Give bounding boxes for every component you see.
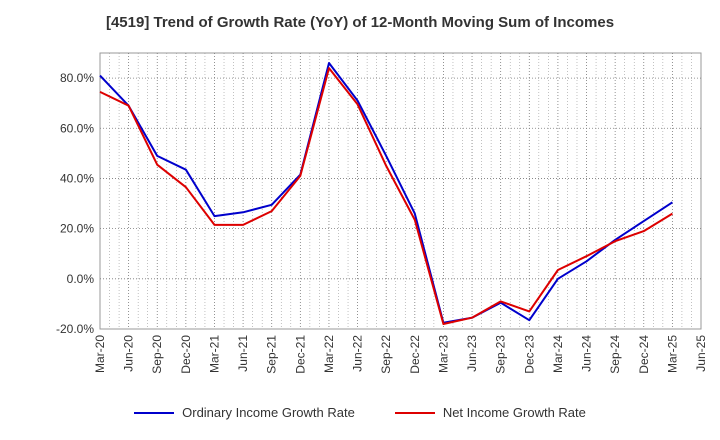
y-tick-label: 0.0%: [67, 272, 95, 286]
legend-item-ordinary-income: Ordinary Income Growth Rate: [134, 405, 355, 420]
y-tick-label: 20.0%: [60, 222, 94, 236]
x-tick-label: Jun-20: [122, 335, 136, 372]
y-tick-label: -20.0%: [56, 322, 94, 336]
x-tick-label: Sep-23: [494, 335, 508, 374]
x-tick-label: Jun-23: [465, 335, 479, 372]
x-tick-label: Sep-21: [265, 335, 279, 374]
x-tick-label: Jun-22: [351, 335, 365, 372]
y-tick-label: 80.0%: [60, 71, 94, 85]
chart-title: [4519] Trend of Growth Rate (YoY) of 12-…: [105, 14, 615, 31]
y-tick-label: 40.0%: [60, 171, 94, 185]
x-tick-label: Dec-22: [408, 335, 422, 374]
legend-swatch-net-income: [394, 411, 435, 414]
series-line-ordinary-income: [99, 62, 673, 324]
x-tick-label: Mar-25: [665, 335, 679, 373]
x-tick-label: Mar-23: [436, 335, 450, 373]
x-tick-label: Sep-22: [379, 335, 393, 374]
chart-legend: Ordinary Income Growth Rate Net Income G…: [0, 405, 720, 420]
x-tick-label: Jun-25: [694, 335, 708, 372]
legend-label-ordinary-income: Ordinary Income Growth Rate: [182, 405, 355, 420]
x-tick-label: Jun-24: [580, 335, 594, 372]
legend-item-net-income: Net Income Growth Rate: [394, 405, 586, 420]
x-tick-label: Sep-20: [150, 335, 164, 374]
series-line-net-income: [99, 67, 673, 325]
x-tick-label: Jun-21: [236, 335, 250, 372]
legend-label-net-income: Net Income Growth Rate: [442, 405, 586, 420]
x-tick-label: Mar-22: [322, 335, 336, 373]
x-tick-label: Dec-20: [179, 335, 193, 374]
x-tick-label: Dec-23: [522, 335, 536, 374]
x-tick-label: Mar-20: [93, 335, 107, 373]
y-tick-label: 60.0%: [60, 121, 94, 135]
x-tick-label: Sep-24: [608, 335, 622, 374]
x-tick-label: Dec-21: [293, 335, 307, 374]
x-tick-label: Dec-24: [637, 335, 651, 374]
x-tick-label: Mar-21: [207, 335, 221, 373]
x-tick-label: Mar-24: [551, 335, 565, 373]
legend-swatch-ordinary-income: [134, 411, 175, 414]
